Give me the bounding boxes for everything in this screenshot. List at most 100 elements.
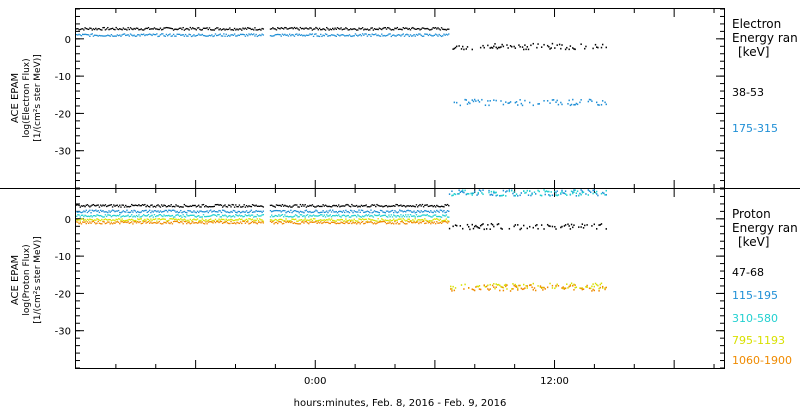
data-point xyxy=(321,205,323,208)
data-point xyxy=(580,287,582,290)
data-point xyxy=(520,227,523,230)
data-point xyxy=(211,29,213,31)
data-point xyxy=(592,189,594,192)
data-point xyxy=(211,221,213,223)
data-point xyxy=(104,214,107,216)
data-point xyxy=(433,34,436,36)
data-point xyxy=(129,205,132,208)
data-point xyxy=(354,211,357,213)
data-point xyxy=(245,204,248,207)
data-point xyxy=(139,216,141,218)
data-point xyxy=(440,220,443,222)
data-point xyxy=(437,215,439,218)
data-point xyxy=(397,215,400,217)
data-point xyxy=(501,194,503,197)
data-point xyxy=(432,27,434,29)
data-point xyxy=(205,35,207,37)
data-point xyxy=(99,219,102,222)
data-point xyxy=(259,28,261,30)
data-point xyxy=(300,221,303,223)
data-point xyxy=(78,214,80,216)
data-point xyxy=(172,216,175,218)
data-point xyxy=(229,27,231,29)
data-point xyxy=(132,35,134,37)
data-point xyxy=(104,211,107,213)
data-point xyxy=(409,34,412,36)
data-point xyxy=(78,33,80,35)
data-point xyxy=(162,223,164,225)
data-point xyxy=(163,214,165,216)
data-point xyxy=(220,29,223,31)
data-point xyxy=(159,222,162,225)
data-point xyxy=(544,190,546,193)
data-point xyxy=(154,210,157,212)
data-point xyxy=(105,222,108,224)
data-point xyxy=(370,209,372,211)
data-point xyxy=(235,29,237,31)
data-point xyxy=(110,204,113,206)
data-point xyxy=(517,289,519,291)
data-point xyxy=(190,35,193,38)
data-point xyxy=(534,224,537,227)
data-point xyxy=(519,194,521,197)
data-point xyxy=(152,206,154,208)
data-point xyxy=(396,34,399,36)
data-point xyxy=(105,28,108,30)
data-point xyxy=(281,33,284,35)
data-point xyxy=(128,35,131,37)
data-point xyxy=(514,101,517,104)
data-point xyxy=(462,227,464,230)
data-point xyxy=(139,221,141,223)
data-point xyxy=(453,193,456,195)
data-point xyxy=(315,220,317,223)
data-point xyxy=(96,214,98,216)
data-point xyxy=(79,216,81,218)
data-point xyxy=(572,226,574,229)
data-point xyxy=(245,215,248,217)
data-point xyxy=(97,35,99,37)
data-point xyxy=(519,228,521,231)
data-point xyxy=(90,27,92,30)
data-point xyxy=(188,222,190,224)
data-point xyxy=(146,215,148,217)
data-point xyxy=(95,215,97,217)
data-point xyxy=(375,223,377,225)
data-point xyxy=(201,218,204,220)
y-tick-label: -10 xyxy=(55,252,71,263)
data-point xyxy=(142,219,145,222)
data-point xyxy=(220,35,223,37)
data-point xyxy=(491,284,494,287)
data-point xyxy=(208,27,211,29)
data-point xyxy=(206,215,208,218)
data-point xyxy=(281,214,284,216)
data-point xyxy=(407,28,409,31)
data-point xyxy=(117,218,120,220)
data-point xyxy=(453,101,456,104)
data-point xyxy=(333,214,335,217)
data-point xyxy=(327,28,329,30)
data-point xyxy=(99,209,102,211)
data-point xyxy=(341,211,343,213)
data-point xyxy=(165,220,168,222)
data-point xyxy=(231,203,233,206)
data-point xyxy=(164,221,166,224)
data-point xyxy=(104,204,107,206)
data-point xyxy=(433,210,436,212)
data-point xyxy=(219,28,221,30)
data-point xyxy=(87,219,90,221)
data-point xyxy=(491,223,494,226)
data-point xyxy=(86,204,89,206)
data-point xyxy=(404,211,407,213)
data-point xyxy=(562,287,564,290)
data-point xyxy=(144,34,146,37)
data-point xyxy=(438,28,440,30)
data-point xyxy=(107,26,109,29)
data-point xyxy=(165,209,168,212)
data-point xyxy=(336,212,339,214)
data-point xyxy=(254,27,256,29)
data-point xyxy=(399,34,401,36)
data-point xyxy=(166,205,169,208)
data-point xyxy=(260,34,262,37)
data-point xyxy=(444,220,446,223)
data-point xyxy=(102,216,104,218)
